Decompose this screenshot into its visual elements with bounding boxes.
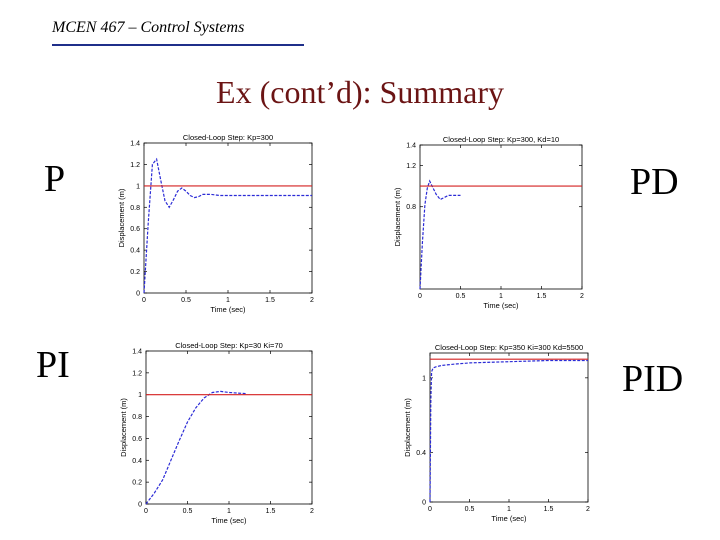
chart0-x-tick-label: 0.5 <box>181 297 191 304</box>
chart3-x-tick-label: 2 <box>586 506 590 513</box>
chart1-axes-box <box>419 144 583 290</box>
chart2-x-tick-label: 0.5 <box>183 508 193 515</box>
chart2-x-tick-label: 1 <box>227 508 231 515</box>
chart1-x-tick-label: 1.5 <box>537 293 547 300</box>
chart2-x-tick-label: 1.5 <box>266 508 276 515</box>
chart2-title: Closed-Loop Step: Kp=30 Ki=70 <box>175 341 283 350</box>
course-header: MCEN 467 – Control Systems <box>52 19 245 36</box>
chart0-y-tick-label: 0.2 <box>130 269 140 276</box>
chart2-y-tick-label: 0.6 <box>132 436 142 443</box>
chart3-x-tick-label: 1 <box>507 506 511 513</box>
chart2-y-tick-label: 0.4 <box>132 458 142 465</box>
chart2-y-tick-label: 0.2 <box>132 480 142 487</box>
chart0-y-tick-label: 0.6 <box>130 226 140 233</box>
chart2-y-tick-label: 0 <box>138 502 142 509</box>
chart1-y-tick-label: 1.2 <box>406 163 416 170</box>
chart1-y-tick-label: 1.4 <box>406 143 416 150</box>
chart3-y-tick-label: 0 <box>422 500 426 507</box>
chart1-x-tick-label: 0 <box>418 293 422 300</box>
chart0-y-tick-label: 1.2 <box>130 162 140 169</box>
controller-label-pid: PID <box>622 358 684 400</box>
chart1-response-line <box>419 179 461 290</box>
chart0-x-tick-label: 1.5 <box>265 297 275 304</box>
chart1-x-tick-label: 1 <box>499 293 503 300</box>
chart3-x-axis-label: Time (sec) <box>491 514 527 523</box>
chart0-y-tick-label: 0.4 <box>130 248 140 255</box>
chart2-y-tick-label: 0.8 <box>132 414 142 421</box>
chart0-x-axis-label: Time (sec) <box>210 305 246 314</box>
controller-label-pi: PI <box>36 344 70 386</box>
chart3-y-tick-label: 0.4 <box>416 450 426 457</box>
chart0-x-tick-label: 2 <box>310 297 314 304</box>
chart3-x-tick-label: 0 <box>428 506 432 513</box>
plot-pd-response: Closed-Loop Step: Kp=300, Kd=10 0 0.5 1 1.5 2… <box>393 135 584 310</box>
chart1-x-axis-label: Time (sec) <box>483 301 519 310</box>
chart0-y-tick-label: 1.4 <box>130 141 140 148</box>
chart0-y-tick-label: 0.8 <box>130 205 140 212</box>
chart0-x-tick-label: 1 <box>226 297 230 304</box>
chart3-title: Closed-Loop Step: Kp=350 Ki=300 Kd=5500 <box>435 343 583 352</box>
chart0-response-line <box>143 157 312 294</box>
chart2-y-tick-label: 1.2 <box>132 370 142 377</box>
chart3-y-tick-label: 1 <box>422 375 426 382</box>
chart0-y-tick-label: 0 <box>136 291 140 298</box>
chart1-x-tick-label: 0.5 <box>456 293 466 300</box>
chart1-y-tick-label: 0.8 <box>406 204 416 211</box>
chart0-y-axis-label: Displacement (m) <box>117 188 126 247</box>
chart0-title: Closed-Loop Step: Kp=300 <box>183 133 273 142</box>
chart1-title: Closed-Loop Step: Kp=300, Kd=10 <box>443 135 559 144</box>
chart0-x-tick-label: 0 <box>142 297 146 304</box>
chart2-x-tick-label: 2 <box>310 508 314 515</box>
chart3-y-axis-label: Displacement (m) <box>403 398 412 457</box>
plot-p-response: Closed-Loop Step: Kp=300 0 0.5 1 1.5 2 0 0.2 0.4… <box>117 133 314 314</box>
chart2-x-axis-label: Time (sec) <box>211 516 247 525</box>
chart0-y-tick-label: 1 <box>136 183 140 190</box>
controller-label-pd: PD <box>630 161 679 203</box>
chart0-axes-box <box>143 142 313 294</box>
chart2-axes-box <box>145 350 313 505</box>
chart3-axes-box <box>429 352 589 503</box>
controller-label-p: P <box>44 158 66 200</box>
chart2-x-tick-label: 0 <box>144 508 148 515</box>
chart1-y-axis-label: Displacement (m) <box>393 187 402 246</box>
chart3-x-tick-label: 0.5 <box>465 506 475 513</box>
slide-title: Ex (cont’d): Summary <box>216 74 504 110</box>
chart1-x-tick-label: 2 <box>580 293 584 300</box>
chart2-y-tick-label: 1.4 <box>132 349 142 356</box>
header-underline <box>52 44 304 46</box>
chart2-response-line <box>145 390 246 505</box>
chart2-y-tick-label: 1 <box>138 392 142 399</box>
chart3-x-tick-label: 1.5 <box>544 506 554 513</box>
plot-pid-response: Closed-Loop Step: Kp=350 Ki=300 Kd=5500 0… <box>403 343 590 523</box>
plot-pi-response: Closed-Loop Step: Kp=30 Ki=70 0 0.5 1 1.5 2 0 0… <box>119 341 314 525</box>
chart2-y-axis-label: Displacement (m) <box>119 398 128 457</box>
